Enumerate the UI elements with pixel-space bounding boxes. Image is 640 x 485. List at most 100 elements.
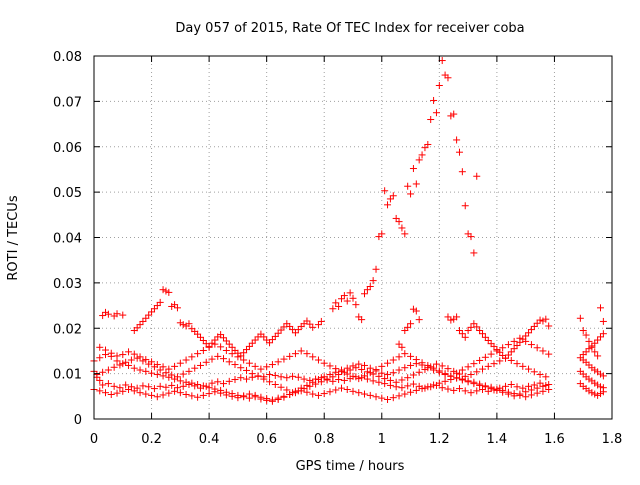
data-point: [372, 366, 380, 374]
data-point: [507, 381, 515, 389]
data-point: [527, 391, 535, 399]
data-point: [384, 371, 392, 379]
data-point: [93, 371, 101, 379]
data-point: [467, 371, 475, 379]
data-point: [438, 57, 446, 65]
data-point: [303, 388, 311, 396]
data-point: [398, 224, 406, 232]
data-point: [375, 378, 383, 386]
data-point: [545, 350, 553, 358]
data-point: [467, 233, 475, 241]
data-point: [458, 330, 466, 338]
data-point: [257, 393, 265, 401]
data-point: [530, 368, 538, 376]
data-point: [205, 342, 213, 350]
data-point: [349, 387, 357, 395]
data-point: [104, 380, 112, 388]
data-point: [395, 340, 403, 348]
data-point: [585, 375, 593, 383]
data-point: [447, 112, 455, 120]
data-point: [142, 390, 150, 398]
data-point: [119, 360, 127, 368]
data-point: [576, 314, 584, 322]
data-point: [596, 383, 604, 391]
data-point: [594, 391, 602, 399]
data-point: [133, 324, 141, 332]
data-point: [291, 350, 299, 358]
data-point: [407, 361, 415, 369]
data-point: [148, 358, 156, 366]
data-point: [401, 350, 409, 358]
data-point: [113, 389, 121, 397]
data-point: [102, 308, 110, 316]
data-point: [389, 394, 397, 402]
data-point: [594, 352, 602, 360]
data-point: [378, 394, 386, 402]
data-point: [240, 392, 248, 400]
x-axis-label: GPS time / hours: [296, 459, 405, 474]
data-point: [378, 369, 386, 377]
data-point: [479, 330, 486, 338]
data-point: [361, 372, 369, 380]
data-point: [536, 316, 544, 324]
data-point: [125, 361, 133, 369]
data-point: [99, 312, 107, 320]
data-point: [358, 316, 366, 324]
data-point: [401, 230, 409, 238]
x-tick-label: 0: [90, 432, 98, 447]
data-point: [130, 364, 138, 372]
data-point: [283, 374, 291, 382]
data-point: [418, 385, 426, 393]
data-point: [591, 379, 599, 387]
data-point: [453, 136, 461, 144]
data-point: [369, 370, 377, 378]
data-point: [421, 366, 429, 374]
data-point: [99, 381, 107, 389]
data-point: [496, 348, 504, 356]
data-point: [125, 348, 133, 356]
x-tick-label: 1.6: [544, 432, 565, 447]
data-point: [240, 356, 248, 364]
data-point: [222, 346, 230, 354]
data-point: [162, 287, 170, 295]
data-point: [530, 381, 538, 389]
data-point: [504, 351, 512, 359]
data-point: [579, 327, 587, 335]
data-point: [401, 327, 409, 335]
data-point: [191, 364, 199, 372]
data-point: [499, 386, 507, 394]
data-point: [372, 265, 380, 273]
data-point: [476, 327, 484, 335]
data-point: [329, 373, 337, 381]
data-point: [245, 359, 253, 367]
data-point: [159, 363, 167, 371]
data-point: [99, 368, 107, 376]
data-point: [179, 370, 187, 378]
data-point: [407, 352, 415, 360]
data-point: [196, 361, 204, 369]
data-point: [343, 364, 351, 372]
data-point: [329, 305, 337, 313]
data-point: [243, 346, 251, 354]
data-point: [542, 381, 550, 389]
data-point: [519, 362, 527, 370]
data-point: [596, 390, 604, 398]
data-point: [179, 382, 187, 390]
data-point: [153, 371, 161, 379]
data-point: [107, 390, 115, 398]
data-point: [234, 394, 242, 402]
data-point: [220, 380, 227, 388]
data-point: [542, 373, 550, 381]
data-point: [409, 305, 417, 313]
data-point: [96, 387, 104, 395]
data-point: [268, 336, 276, 344]
data-point: [453, 313, 461, 321]
data-point: [182, 390, 190, 398]
data-point: [395, 353, 403, 361]
data-point: [179, 321, 187, 329]
y-tick-label: 0.06: [53, 141, 82, 156]
data-point: [277, 373, 285, 381]
data-point: [444, 313, 452, 321]
data-point: [159, 286, 167, 294]
